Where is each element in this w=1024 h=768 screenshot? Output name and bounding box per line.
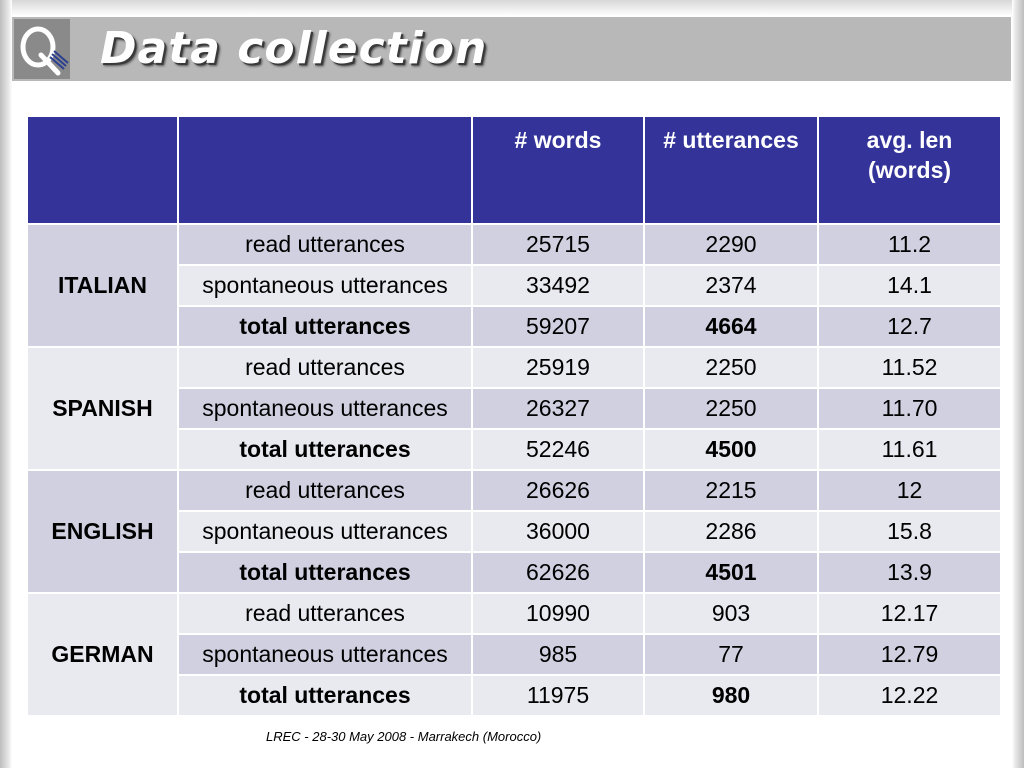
table-row: ITALIAN read utterances 25715 2290 11.2	[26, 223, 1002, 348]
data-collection-table: # words # utterances avg. len (words) IT…	[26, 115, 1002, 717]
row-label: spontaneous utterances	[177, 387, 473, 430]
utterances-value: 4664	[643, 305, 819, 348]
utterances-value: 4500	[643, 428, 819, 471]
table-row: spontaneous utterances 26327 2250 11.70	[27, 387, 1002, 430]
row-label: read utterances	[177, 223, 473, 266]
table-row: GERMAN read utterances 10990 903 12.17	[26, 592, 1002, 717]
avg-len-value: 12.22	[817, 674, 1002, 717]
row-label: read utterances	[177, 592, 473, 635]
utterances-value: 2250	[643, 387, 819, 430]
row-label: total utterances	[177, 674, 473, 717]
table-row: SPANISH read utterances 25919 2250 11.52	[26, 346, 1002, 471]
utterances-value: 77	[643, 633, 819, 676]
words-value: 59207	[471, 305, 645, 348]
words-value: 26327	[471, 387, 645, 430]
utterances-value: 980	[643, 674, 819, 717]
language-label: ITALIAN	[26, 223, 179, 348]
row-label: spontaneous utterances	[177, 633, 473, 676]
words-value: 33492	[471, 264, 645, 307]
avg-len-value: 13.9	[817, 551, 1002, 594]
avg-len-value: 14.1	[817, 264, 1002, 307]
utterances-value: 903	[643, 592, 819, 635]
table-row: total utterances 11975 980 12.22	[27, 674, 1002, 717]
words-value: 26626	[471, 469, 645, 512]
header-cell-avg-len: avg. len (words)	[817, 115, 1002, 225]
utterances-value: 4501	[643, 551, 819, 594]
table-row: total utterances 59207 4664 12.7	[27, 305, 1002, 348]
table-row: total utterances 62626 4501 13.9	[27, 551, 1002, 594]
slide-title: Data collection	[100, 23, 488, 74]
row-label: spontaneous utterances	[177, 264, 473, 307]
language-label: GERMAN	[26, 592, 179, 717]
header-cell-language	[26, 115, 179, 225]
avg-len-value: 12	[817, 469, 1002, 512]
q-logo-icon	[14, 19, 70, 79]
utterances-value: 2250	[643, 346, 819, 389]
words-value: 52246	[471, 428, 645, 471]
row-label: total utterances	[177, 305, 473, 348]
avg-len-value: 12.7	[817, 305, 1002, 348]
slide-footer: LREC - 28-30 May 2008 - Marrakech (Moroc…	[266, 729, 542, 744]
table-row: spontaneous utterances 985 77 12.79	[27, 633, 1002, 676]
avg-len-value: 12.79	[817, 633, 1002, 676]
utterances-value: 2290	[643, 223, 819, 266]
table-row: spontaneous utterances 33492 2374 14.1	[27, 264, 1002, 307]
slide-frame-right	[1012, 0, 1024, 768]
avg-len-value: 11.70	[817, 387, 1002, 430]
words-value: 62626	[471, 551, 645, 594]
title-bar	[12, 17, 1011, 81]
table-row: spontaneous utterances 36000 2286 15.8	[27, 510, 1002, 553]
utterances-value: 2286	[643, 510, 819, 553]
table-header-row: # words # utterances avg. len (words)	[26, 115, 1002, 225]
words-value: 25715	[471, 223, 645, 266]
row-label: read utterances	[177, 346, 473, 389]
words-value: 11975	[471, 674, 645, 717]
words-value: 36000	[471, 510, 645, 553]
header-cell-type	[177, 115, 473, 225]
words-value: 985	[471, 633, 645, 676]
words-value: 10990	[471, 592, 645, 635]
row-label: total utterances	[177, 551, 473, 594]
slide-frame-top	[0, 0, 1024, 16]
utterances-value: 2215	[643, 469, 819, 512]
header-cell-utterances: # utterances	[643, 115, 819, 225]
row-label: total utterances	[177, 428, 473, 471]
avg-len-value: 11.52	[817, 346, 1002, 389]
avg-len-value: 15.8	[817, 510, 1002, 553]
table-row: total utterances 52246 4500 11.61	[27, 428, 1002, 471]
row-label: read utterances	[177, 469, 473, 512]
words-value: 25919	[471, 346, 645, 389]
slide-frame-left	[0, 0, 12, 768]
header-cell-words: # words	[471, 115, 645, 225]
language-label: ENGLISH	[26, 469, 179, 594]
avg-len-value: 11.2	[817, 223, 1002, 266]
utterances-value: 2374	[643, 264, 819, 307]
avg-len-value: 12.17	[817, 592, 1002, 635]
language-label: SPANISH	[26, 346, 179, 471]
avg-len-value: 11.61	[817, 428, 1002, 471]
table-row: ENGLISH read utterances 26626 2215 12	[26, 469, 1002, 594]
row-label: spontaneous utterances	[177, 510, 473, 553]
